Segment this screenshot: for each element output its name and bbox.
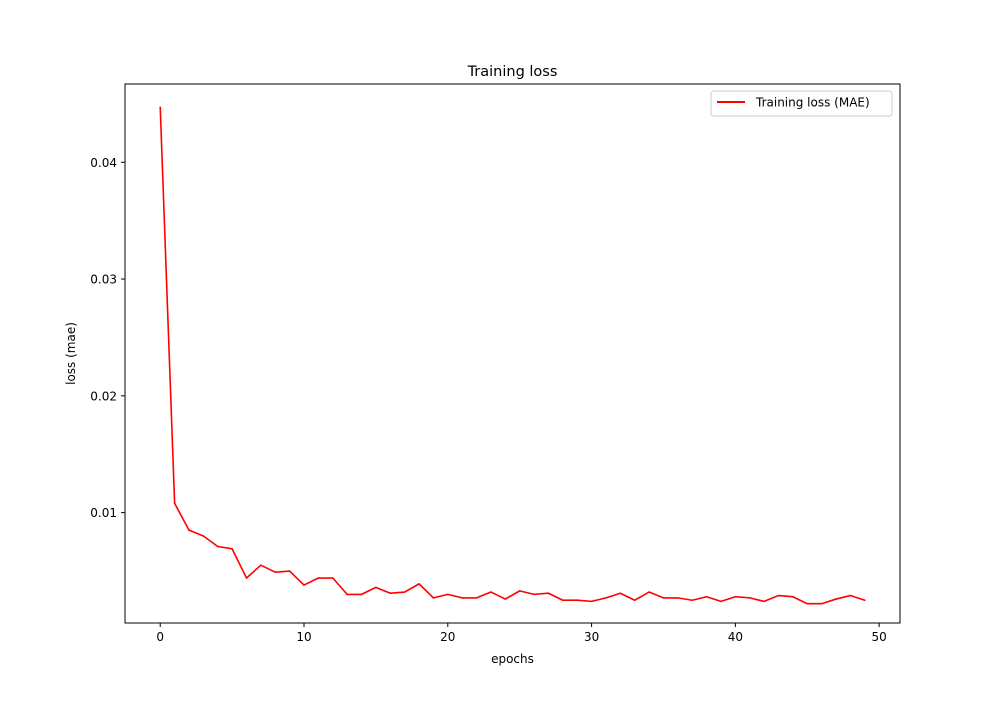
data-point bbox=[245, 577, 248, 579]
data-point bbox=[806, 602, 809, 605]
data-point bbox=[849, 594, 852, 597]
data-point bbox=[576, 599, 578, 602]
data-point bbox=[461, 597, 463, 599]
x-axis-label: epochs bbox=[491, 652, 534, 666]
data-point bbox=[720, 600, 722, 603]
data-point bbox=[547, 592, 550, 595]
data-point bbox=[863, 599, 866, 602]
data-point bbox=[677, 597, 679, 599]
data-point bbox=[288, 570, 291, 572]
data-point bbox=[633, 599, 636, 602]
y-tick-label: 0.02 bbox=[90, 389, 117, 403]
legend: Training loss (MAE) bbox=[710, 90, 893, 117]
data-point bbox=[820, 602, 823, 605]
x-tick-label: 50 bbox=[872, 630, 887, 644]
plot-frame bbox=[124, 83, 901, 624]
data-point bbox=[331, 577, 334, 579]
chart-title: Training loss bbox=[467, 64, 558, 80]
series-line bbox=[159, 107, 866, 605]
data-point bbox=[691, 599, 694, 602]
y-tick-label: 0.04 bbox=[90, 156, 117, 170]
data-point bbox=[447, 593, 449, 596]
data-point bbox=[763, 600, 765, 603]
data-point bbox=[518, 590, 521, 592]
x-tick-label: 10 bbox=[296, 630, 311, 644]
data-point bbox=[475, 597, 478, 599]
data-point bbox=[662, 597, 665, 599]
data-point bbox=[734, 595, 737, 598]
data-point bbox=[360, 593, 363, 596]
data-point bbox=[159, 106, 162, 109]
data-point bbox=[619, 592, 622, 595]
data-point bbox=[792, 595, 794, 598]
data-point bbox=[375, 586, 377, 589]
data-point bbox=[490, 591, 492, 593]
y-axis-label: loss (mae) bbox=[64, 322, 78, 385]
data-point bbox=[317, 577, 320, 579]
data-point bbox=[202, 535, 205, 537]
series-group bbox=[159, 106, 866, 605]
data-point bbox=[274, 571, 277, 573]
data-point bbox=[188, 529, 190, 531]
data-point bbox=[590, 600, 593, 603]
data-point bbox=[777, 594, 780, 597]
data-point bbox=[835, 598, 837, 600]
data-point bbox=[648, 591, 650, 593]
ticks-layer: 0 10 20 30 40 50 0.01 0.02 0.03 0.04 bbox=[90, 156, 887, 644]
legend-label: Training loss (MAE) bbox=[755, 96, 870, 110]
data-point bbox=[260, 564, 262, 566]
data-point bbox=[432, 597, 435, 599]
data-point bbox=[418, 583, 420, 585]
legend-box bbox=[710, 90, 893, 117]
data-point bbox=[173, 502, 176, 505]
data-point bbox=[403, 591, 406, 593]
x-tick-label: 0 bbox=[156, 630, 164, 644]
data-point bbox=[748, 597, 751, 599]
y-tick-label: 0.01 bbox=[90, 506, 117, 520]
x-tick-label: 40 bbox=[728, 630, 743, 644]
data-point bbox=[389, 592, 392, 595]
data-point bbox=[216, 545, 219, 548]
x-tick-label: 30 bbox=[584, 630, 599, 644]
data-point bbox=[231, 548, 233, 550]
series-layer bbox=[159, 106, 866, 605]
data-point bbox=[533, 593, 535, 596]
data-point bbox=[562, 599, 564, 602]
data-point bbox=[605, 597, 607, 599]
data-point bbox=[303, 584, 305, 586]
y-tick-label: 0.03 bbox=[90, 273, 117, 287]
data-point bbox=[504, 598, 507, 600]
x-tick-label: 20 bbox=[440, 630, 455, 644]
data-point bbox=[346, 593, 348, 596]
data-point bbox=[705, 595, 708, 598]
